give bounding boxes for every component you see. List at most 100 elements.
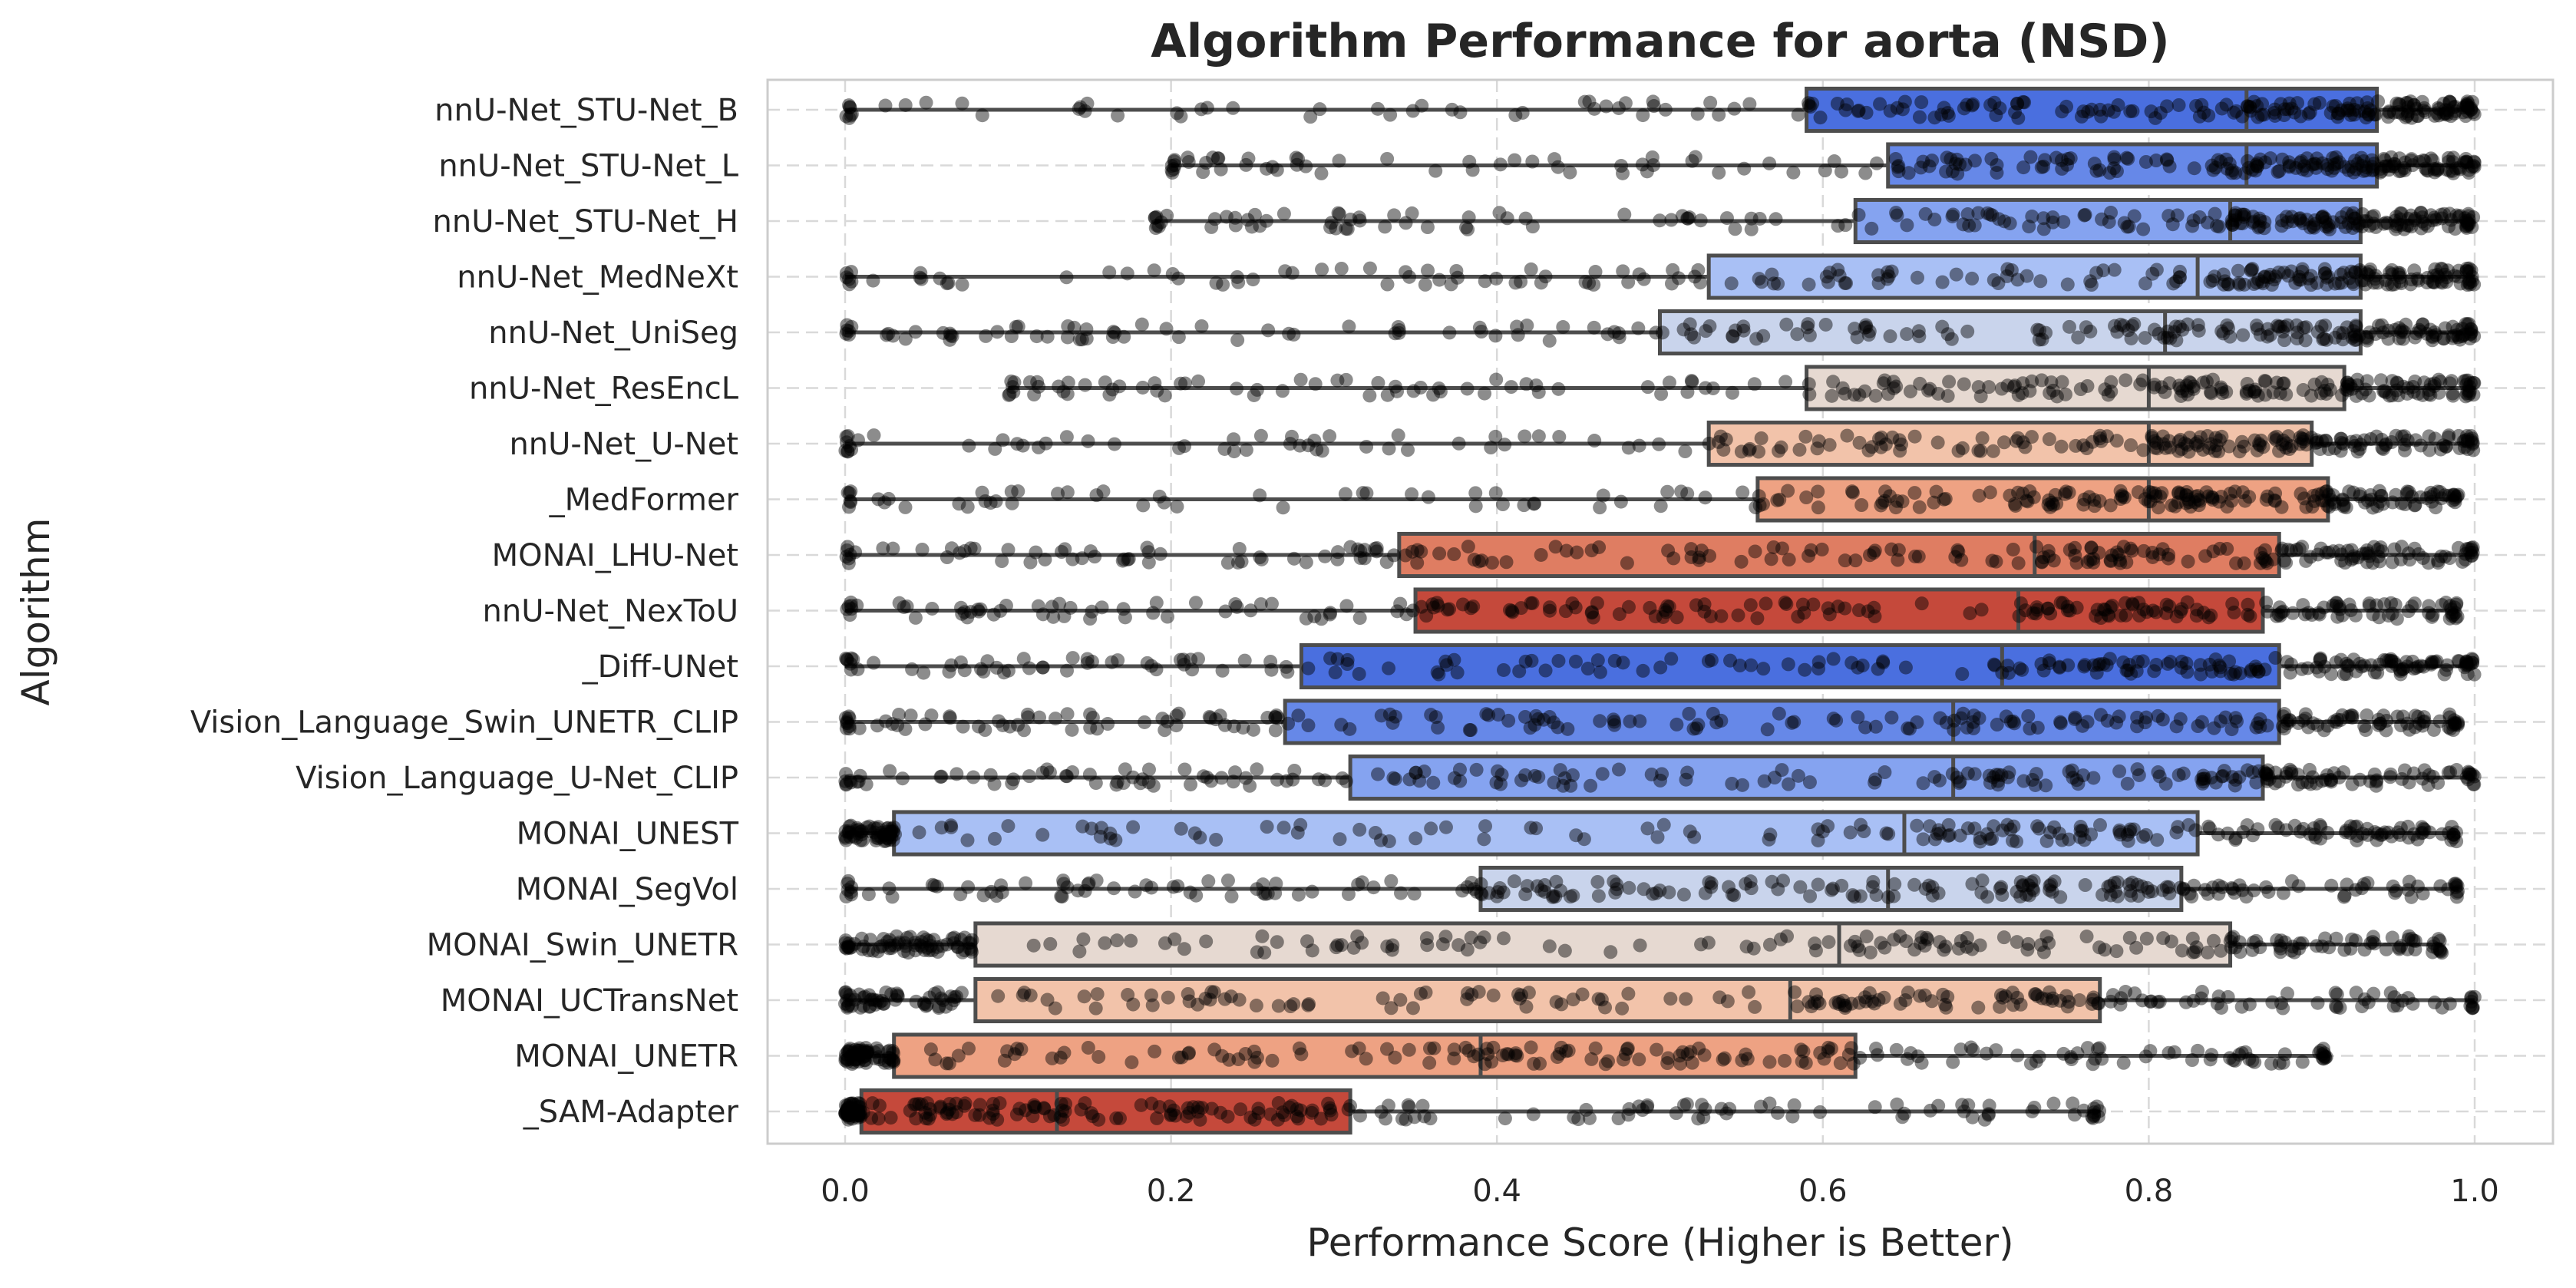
data-point bbox=[1878, 437, 1893, 451]
data-point bbox=[1194, 102, 1209, 117]
data-point bbox=[2277, 333, 2292, 348]
data-point bbox=[1538, 269, 1553, 284]
data-point bbox=[2182, 887, 2197, 901]
data-point bbox=[1802, 98, 1816, 113]
data-point bbox=[1220, 874, 1235, 888]
data-point bbox=[1065, 651, 1080, 665]
data-point bbox=[1939, 1000, 1953, 1015]
data-point bbox=[2348, 332, 2363, 347]
data-point bbox=[2360, 331, 2374, 345]
data-point bbox=[996, 718, 1010, 732]
data-point bbox=[1897, 94, 1912, 109]
data-point bbox=[1614, 159, 1629, 173]
data-point bbox=[1359, 486, 1374, 500]
data-point bbox=[2417, 154, 2432, 168]
data-point bbox=[1704, 876, 1719, 890]
data-point bbox=[2280, 102, 2295, 117]
data-point bbox=[1889, 1042, 1904, 1057]
data-point bbox=[2338, 220, 2353, 234]
data-point bbox=[1881, 265, 1895, 279]
data-point bbox=[2446, 150, 2461, 165]
data-point bbox=[1726, 329, 1740, 343]
data-point bbox=[1352, 210, 1366, 225]
data-point bbox=[2465, 269, 2479, 284]
data-point bbox=[2343, 107, 2358, 122]
data-point bbox=[1332, 154, 1346, 168]
data-point bbox=[2036, 222, 2051, 236]
data-point bbox=[2116, 1055, 2131, 1070]
data-point bbox=[2427, 276, 2442, 290]
data-point bbox=[2435, 1000, 2449, 1015]
iqr-box bbox=[1706, 253, 2363, 300]
data-point bbox=[1995, 887, 2010, 902]
data-point bbox=[1879, 826, 1894, 841]
data-point bbox=[2038, 153, 2053, 167]
data-point bbox=[2419, 105, 2433, 120]
data-point bbox=[2460, 94, 2475, 109]
data-point bbox=[895, 771, 910, 786]
data-point bbox=[1697, 1048, 1712, 1062]
data-point bbox=[2383, 266, 2397, 280]
data-point bbox=[1399, 265, 1413, 279]
data-point bbox=[1498, 1111, 1512, 1126]
data-point bbox=[1109, 778, 1124, 792]
data-point bbox=[1265, 160, 1280, 174]
data-point bbox=[1159, 322, 1174, 336]
data-point bbox=[2307, 220, 2321, 235]
data-point bbox=[2017, 95, 2032, 110]
data-point bbox=[2462, 216, 2476, 231]
data-point bbox=[2465, 274, 2479, 289]
data-point bbox=[2233, 216, 2247, 230]
data-point bbox=[1946, 1055, 1960, 1069]
data-point bbox=[2425, 329, 2439, 343]
data-point bbox=[1204, 220, 1219, 234]
data-point bbox=[1951, 444, 1966, 458]
data-point bbox=[2376, 216, 2391, 231]
data-point bbox=[2347, 211, 2362, 226]
data-point bbox=[1230, 269, 1244, 284]
data-point bbox=[2324, 163, 2339, 178]
data-point bbox=[2399, 96, 2413, 111]
data-point bbox=[2248, 163, 2263, 178]
data-point bbox=[1078, 378, 1092, 392]
data-point bbox=[1048, 1001, 1062, 1016]
data-point bbox=[1362, 261, 1377, 276]
data-point bbox=[1778, 375, 1793, 389]
data-point bbox=[2282, 155, 2297, 170]
data-point bbox=[1276, 821, 1291, 835]
data-point bbox=[1913, 376, 1927, 391]
data-point bbox=[2224, 722, 2239, 737]
data-point bbox=[1802, 387, 1817, 401]
data-point bbox=[1177, 762, 1192, 777]
data-point bbox=[1060, 485, 1075, 500]
data-point bbox=[1553, 763, 1567, 778]
data-point bbox=[983, 768, 998, 782]
data-point bbox=[2419, 276, 2434, 290]
data-point bbox=[1676, 1045, 1690, 1059]
data-point bbox=[1873, 97, 1887, 111]
data-point bbox=[2389, 883, 2403, 898]
data-point bbox=[2361, 268, 2376, 282]
data-point bbox=[2282, 158, 2297, 173]
data-point bbox=[2112, 764, 2127, 778]
chart-title: Algorithm Performance for aorta (NSD) bbox=[1151, 15, 2169, 68]
data-point bbox=[2263, 328, 2277, 342]
data-point bbox=[1514, 274, 1528, 289]
data-point bbox=[1253, 488, 1267, 503]
data-point bbox=[1666, 263, 1680, 277]
data-point bbox=[980, 654, 995, 669]
data-point bbox=[2201, 887, 2215, 901]
data-point bbox=[2167, 325, 2181, 339]
data-point bbox=[1852, 388, 1867, 402]
data-point bbox=[1702, 319, 1717, 333]
data-point bbox=[1080, 96, 1095, 111]
data-point bbox=[2275, 541, 2290, 556]
data-point bbox=[1601, 1054, 1616, 1068]
data-point bbox=[1593, 500, 1607, 515]
data-point bbox=[2464, 103, 2479, 117]
data-point bbox=[1764, 552, 1778, 566]
data-point bbox=[1702, 549, 1717, 563]
data-point bbox=[1216, 277, 1230, 292]
data-point bbox=[2287, 105, 2302, 120]
